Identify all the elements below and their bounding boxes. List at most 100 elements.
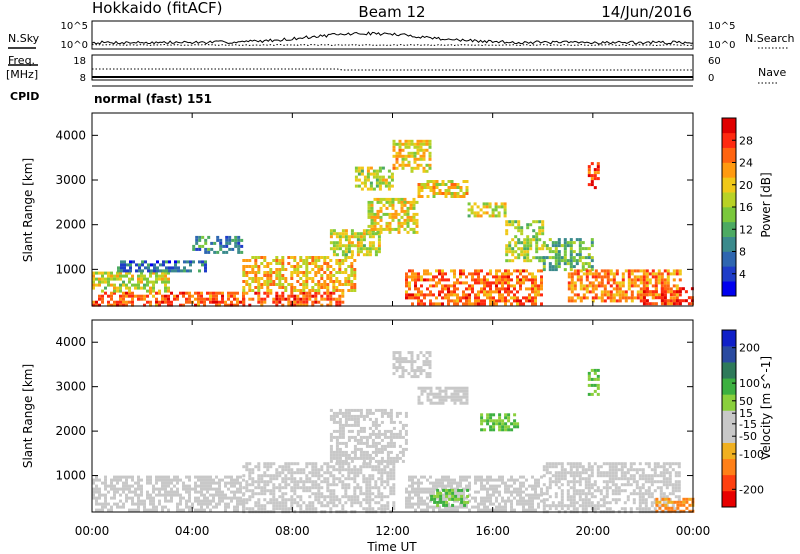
heatmap-cell [531,502,534,506]
heatmap-cell [287,256,291,259]
heatmap-cell [672,269,676,273]
heatmap-cell [570,290,574,294]
heatmap-cell [314,300,318,304]
heatmap-cell [596,507,600,511]
heatmap-cell [572,495,576,499]
heatmap-cell [600,290,604,294]
heatmap-cell [453,281,456,285]
heatmap-cell [236,487,239,491]
heatmap-cell [374,253,378,257]
heatmap-cell [575,471,579,475]
heatmap-cell [392,441,396,445]
heatmap-cell [653,507,657,511]
heatmap-cell [611,483,615,487]
heatmap-cell [344,283,348,286]
heatmap-cell [376,212,380,216]
heatmap-cell [630,278,634,282]
heatmap-cell [216,250,220,254]
heatmap-cell [167,499,170,503]
heatmap-cell [483,299,486,303]
heatmap-cell [219,238,223,242]
heatmap-cell [350,268,354,271]
heatmap-cell [657,278,661,282]
heatmap-cell [194,303,197,307]
heatmap-cell [131,274,134,278]
heatmap-cell [411,293,414,297]
heatmap-cell [416,157,420,161]
heatmap-cell [575,462,579,466]
heatmap-cell [414,296,417,300]
heatmap-cell [260,504,264,508]
heatmap-cell [389,492,393,496]
heatmap-cell [579,287,583,291]
heatmap-cell [372,172,376,176]
heatmap-cell [394,227,398,231]
heatmap-cell [486,505,489,509]
heatmap-cell [409,227,413,231]
heatmap-cell [554,492,558,496]
heatmap-cell [311,259,315,262]
heatmap-cell [245,489,249,493]
heatmap-cell [119,274,122,278]
heatmap-cell [206,490,209,494]
heatmap-cell [251,495,255,499]
heatmap-cell [149,493,152,497]
heatmap-cell [98,277,101,281]
heatmap-cell [451,488,455,492]
heatmap-cell [404,423,408,427]
heatmap-cell [392,163,396,167]
heatmap-cell [507,287,510,291]
heatmap-cell [234,238,238,242]
heatmap-cell [602,495,606,499]
heatmap-cell [428,157,432,161]
heatmap-cell [672,272,676,276]
heatmap-cell [359,453,363,457]
heatmap-cell [383,444,387,448]
heatmap-cell [582,287,586,291]
heatmap-cell [585,284,589,288]
heatmap-cell [153,269,156,273]
heatmap-cell [374,450,378,454]
heatmap-cell [92,490,95,494]
heatmap-cell [347,235,351,239]
heatmap-cell [517,223,521,227]
heatmap-cell [385,197,389,201]
heatmap-cell [98,493,101,497]
heatmap-cell [248,507,252,511]
heatmap-cell [477,475,480,479]
heatmap-cell [523,247,527,251]
heatmap-cell [554,504,558,508]
heatmap-cell [164,289,167,293]
heatmap-cell [403,221,407,225]
heatmap-cell [554,256,558,260]
heatmap-cell [563,241,567,245]
heatmap-cell [534,284,537,288]
heatmap-cell [501,481,504,485]
heatmap-cell [408,475,411,479]
heatmap-cell [385,200,389,204]
heatmap-cell [152,280,155,284]
heatmap-cell [540,275,543,279]
heatmap-cell [528,493,531,497]
heatmap-cell [266,291,270,295]
heatmap-cell [329,271,333,274]
heatmap-cell [362,480,366,484]
heatmap-cell [504,413,508,417]
heatmap-cell [326,465,330,469]
heatmap-cell [362,417,366,421]
heatmap-cell [344,408,348,412]
heatmap-cell [678,287,682,291]
heatmap-cell [412,206,416,210]
heatmap-cell [581,468,585,472]
heatmap-cell [480,487,483,491]
time-axis-label: Time UT [366,540,417,554]
heatmap-cell [417,192,421,195]
heatmap-cell [378,175,382,179]
heatmap-cell [305,271,309,274]
heatmap-cell [575,465,579,469]
heatmap-cell [538,229,542,233]
heatmap-cell [618,296,622,300]
heatmap-cell [183,260,186,264]
heatmap-cell [335,277,339,280]
heatmap-cell [462,490,465,494]
